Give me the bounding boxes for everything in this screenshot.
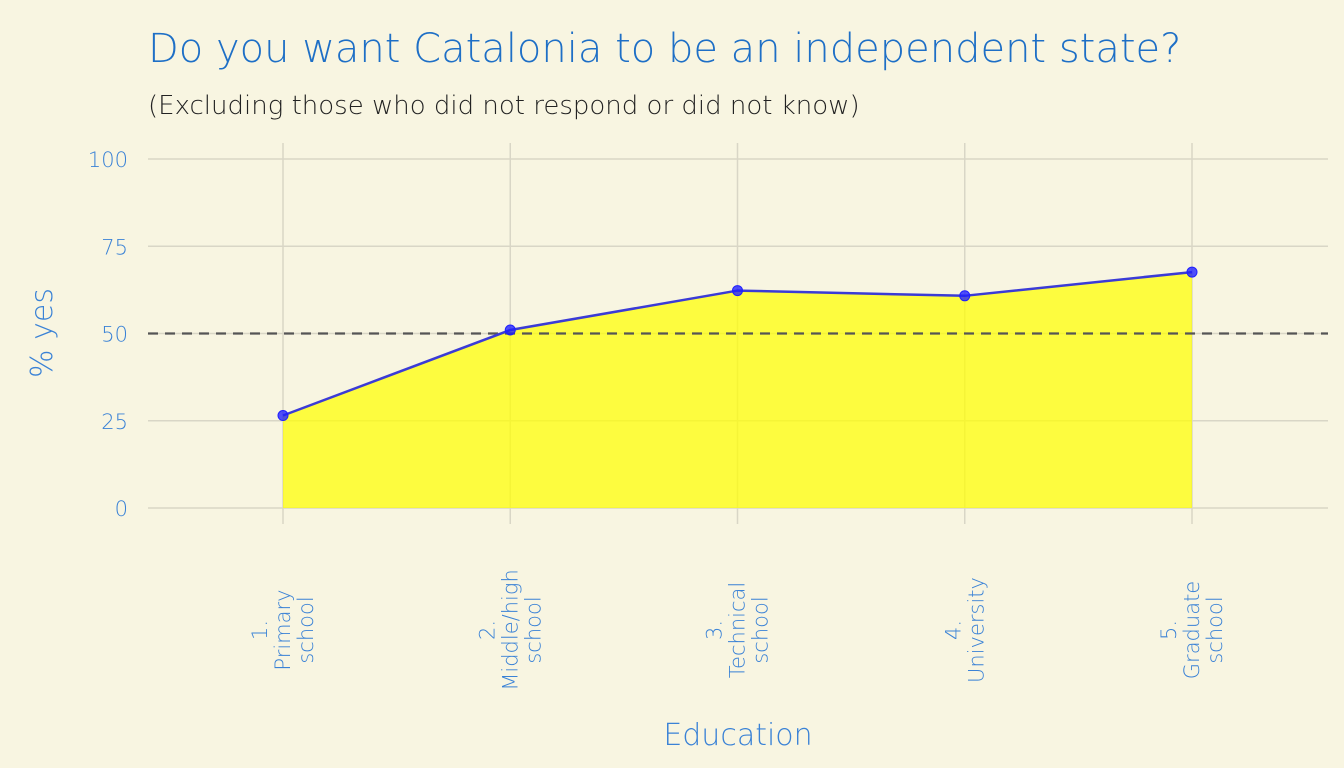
x-tick-label-line: school bbox=[294, 596, 318, 663]
x-tick-label-line: University bbox=[964, 577, 988, 683]
x-tick-label: 3. Technical school bbox=[703, 582, 773, 678]
y-tick-label: 25 bbox=[101, 410, 128, 434]
x-tick-label-line: school bbox=[749, 596, 773, 663]
x-tick-label-line: 2. bbox=[475, 620, 499, 640]
y-tick-labels: 0 25 50 75 100 bbox=[88, 148, 128, 521]
area-fill bbox=[283, 272, 1192, 508]
x-axis-title: Education bbox=[663, 718, 812, 753]
y-tick-label: 0 bbox=[115, 497, 128, 521]
y-tick-label: 100 bbox=[88, 148, 128, 172]
chart-subtitle: (Excluding those who did not respond or … bbox=[148, 91, 860, 121]
x-tick-label-line: 3. bbox=[703, 620, 727, 640]
points bbox=[277, 266, 1198, 422]
y-tick-label: 50 bbox=[101, 323, 128, 347]
x-tick-label-line: Middle/high bbox=[498, 569, 522, 691]
x-tick-label-line: school bbox=[1203, 596, 1227, 663]
x-tick-label: 2. Middle/high school bbox=[475, 569, 545, 691]
data-point bbox=[959, 290, 971, 302]
x-tick-labels: 1. Primary school 2. Middle/high school 3. Tech… bbox=[248, 569, 1227, 691]
x-tick-label: 1. Primary school bbox=[248, 589, 318, 670]
x-tick-label-line: Technical bbox=[726, 582, 750, 678]
data-point bbox=[504, 324, 516, 336]
x-tick-label-line: school bbox=[521, 596, 545, 663]
x-tick-label-line: 1. bbox=[248, 620, 272, 640]
y-axis-title: % yes bbox=[25, 288, 60, 378]
x-tick-label: 5. Graduate school bbox=[1157, 581, 1227, 679]
area-layer bbox=[283, 272, 1192, 508]
y-tick-label: 75 bbox=[101, 235, 128, 259]
chart-title: Do you want Catalonia to be an independe… bbox=[148, 26, 1181, 72]
x-tick-label-line: 4. bbox=[941, 620, 965, 640]
data-point bbox=[277, 410, 289, 422]
x-tick-label-line: 5. bbox=[1157, 620, 1181, 640]
x-tick-label-line: Graduate bbox=[1180, 581, 1204, 679]
x-tick-label: 4. University bbox=[941, 577, 988, 683]
data-point bbox=[1186, 266, 1198, 278]
data-point bbox=[732, 285, 743, 297]
x-tick-label-line: Primary bbox=[271, 589, 295, 670]
